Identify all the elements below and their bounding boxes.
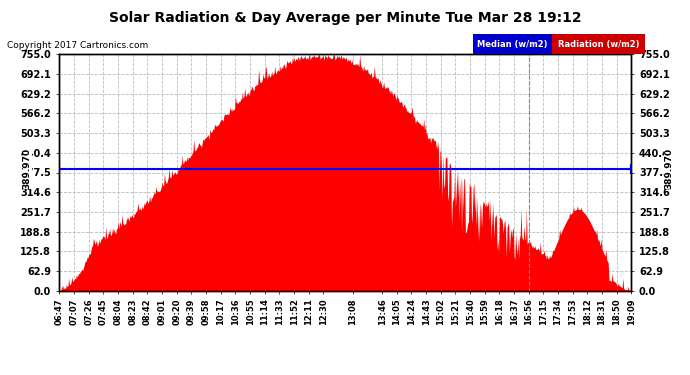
Text: Median (w/m2): Median (w/m2) <box>477 40 548 49</box>
Text: Copyright 2017 Cartronics.com: Copyright 2017 Cartronics.com <box>7 41 148 50</box>
Text: Solar Radiation & Day Average per Minute Tue Mar 28 19:12: Solar Radiation & Day Average per Minute… <box>109 11 581 25</box>
Text: 389.970: 389.970 <box>23 148 32 189</box>
Text: 389.970: 389.970 <box>664 148 673 189</box>
Text: Radiation (w/m2): Radiation (w/m2) <box>558 40 640 49</box>
